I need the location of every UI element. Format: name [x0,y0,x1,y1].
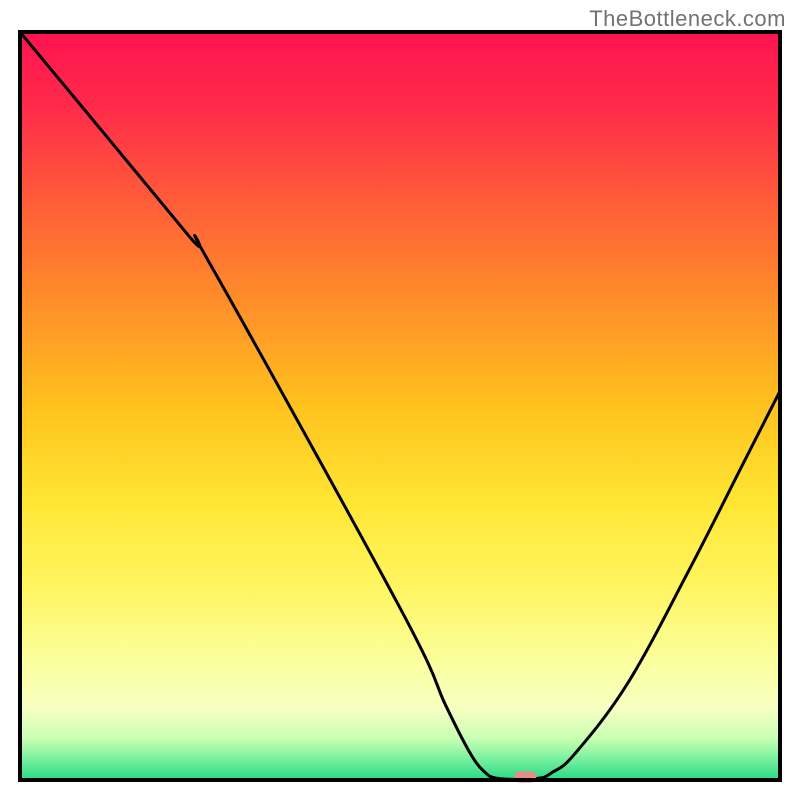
chart-background [20,32,780,780]
chart-container: TheBottleneck.com [0,0,800,800]
bottleneck-chart-svg [0,0,800,800]
